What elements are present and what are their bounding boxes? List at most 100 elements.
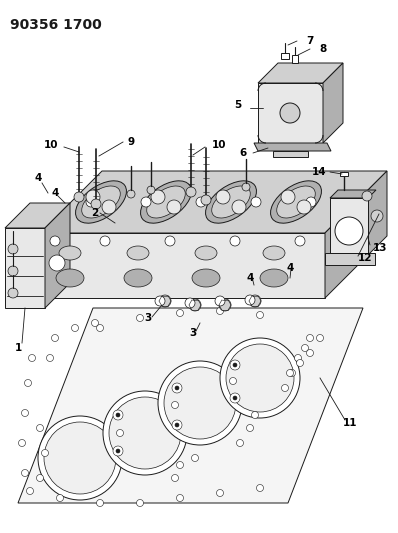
Polygon shape bbox=[330, 190, 376, 198]
Circle shape bbox=[174, 422, 181, 429]
Circle shape bbox=[50, 236, 60, 246]
Polygon shape bbox=[325, 171, 387, 298]
Ellipse shape bbox=[56, 269, 84, 287]
Ellipse shape bbox=[59, 246, 81, 260]
Circle shape bbox=[109, 397, 181, 469]
Polygon shape bbox=[325, 253, 375, 265]
Circle shape bbox=[280, 103, 300, 123]
Text: 8: 8 bbox=[319, 44, 327, 54]
Circle shape bbox=[289, 369, 295, 376]
Polygon shape bbox=[18, 308, 363, 503]
Polygon shape bbox=[340, 172, 348, 176]
Circle shape bbox=[137, 314, 144, 321]
Circle shape bbox=[92, 319, 98, 327]
Circle shape bbox=[233, 396, 237, 400]
Circle shape bbox=[27, 488, 33, 495]
Ellipse shape bbox=[212, 186, 250, 218]
Circle shape bbox=[96, 325, 103, 332]
Circle shape bbox=[306, 197, 316, 207]
Polygon shape bbox=[292, 55, 298, 63]
Circle shape bbox=[236, 440, 244, 447]
Circle shape bbox=[47, 354, 53, 361]
Circle shape bbox=[151, 190, 165, 204]
Circle shape bbox=[115, 448, 121, 455]
Polygon shape bbox=[258, 83, 323, 143]
Circle shape bbox=[232, 394, 238, 401]
Circle shape bbox=[226, 344, 294, 412]
Circle shape bbox=[167, 200, 181, 214]
Circle shape bbox=[18, 440, 25, 447]
Circle shape bbox=[219, 299, 231, 311]
Text: 4: 4 bbox=[34, 173, 42, 183]
Circle shape bbox=[96, 499, 103, 506]
Circle shape bbox=[335, 217, 363, 245]
Circle shape bbox=[159, 295, 171, 307]
Circle shape bbox=[297, 359, 304, 367]
Circle shape bbox=[102, 200, 116, 214]
Circle shape bbox=[25, 379, 31, 386]
Text: 12: 12 bbox=[358, 253, 372, 263]
Text: 14: 14 bbox=[312, 167, 326, 177]
Polygon shape bbox=[330, 198, 368, 253]
Circle shape bbox=[74, 192, 84, 202]
Circle shape bbox=[191, 455, 199, 462]
Circle shape bbox=[287, 369, 293, 376]
Circle shape bbox=[297, 200, 311, 214]
Ellipse shape bbox=[147, 186, 185, 218]
Circle shape bbox=[41, 449, 49, 456]
Polygon shape bbox=[254, 143, 331, 151]
Circle shape bbox=[8, 288, 18, 298]
Circle shape bbox=[37, 424, 43, 432]
Circle shape bbox=[175, 386, 179, 390]
Circle shape bbox=[38, 416, 122, 500]
Circle shape bbox=[201, 195, 211, 205]
Circle shape bbox=[176, 310, 183, 317]
Circle shape bbox=[103, 391, 187, 475]
Circle shape bbox=[242, 183, 250, 191]
Polygon shape bbox=[5, 203, 70, 228]
Circle shape bbox=[362, 191, 372, 201]
Circle shape bbox=[172, 401, 178, 408]
Circle shape bbox=[306, 335, 314, 342]
Circle shape bbox=[174, 384, 181, 392]
Circle shape bbox=[252, 411, 258, 418]
Circle shape bbox=[172, 383, 182, 393]
Circle shape bbox=[232, 361, 240, 368]
Circle shape bbox=[176, 495, 183, 502]
Circle shape bbox=[147, 186, 155, 194]
Ellipse shape bbox=[260, 269, 288, 287]
Circle shape bbox=[217, 308, 224, 314]
Ellipse shape bbox=[82, 186, 120, 218]
Text: 4: 4 bbox=[51, 188, 59, 198]
Circle shape bbox=[196, 197, 206, 207]
Circle shape bbox=[37, 474, 43, 481]
Circle shape bbox=[230, 236, 240, 246]
Text: 3: 3 bbox=[144, 313, 152, 323]
Circle shape bbox=[8, 244, 18, 254]
Circle shape bbox=[44, 422, 116, 494]
Circle shape bbox=[117, 430, 123, 437]
Circle shape bbox=[256, 311, 263, 319]
Circle shape bbox=[165, 236, 175, 246]
Circle shape bbox=[220, 338, 300, 418]
Polygon shape bbox=[323, 63, 343, 143]
Circle shape bbox=[256, 484, 263, 491]
Circle shape bbox=[251, 197, 261, 207]
Text: 2: 2 bbox=[92, 208, 99, 218]
Circle shape bbox=[158, 361, 242, 445]
Ellipse shape bbox=[263, 246, 285, 260]
Circle shape bbox=[215, 296, 225, 306]
Polygon shape bbox=[5, 228, 45, 308]
Circle shape bbox=[371, 210, 383, 222]
Circle shape bbox=[113, 410, 123, 420]
Circle shape bbox=[21, 409, 29, 416]
Circle shape bbox=[176, 462, 183, 469]
Ellipse shape bbox=[192, 269, 220, 287]
Circle shape bbox=[295, 236, 305, 246]
Text: 10: 10 bbox=[44, 140, 58, 150]
Text: 6: 6 bbox=[239, 148, 247, 158]
Text: 13: 13 bbox=[373, 243, 387, 253]
Circle shape bbox=[306, 350, 314, 357]
Text: 11: 11 bbox=[343, 418, 357, 428]
Circle shape bbox=[141, 197, 151, 207]
